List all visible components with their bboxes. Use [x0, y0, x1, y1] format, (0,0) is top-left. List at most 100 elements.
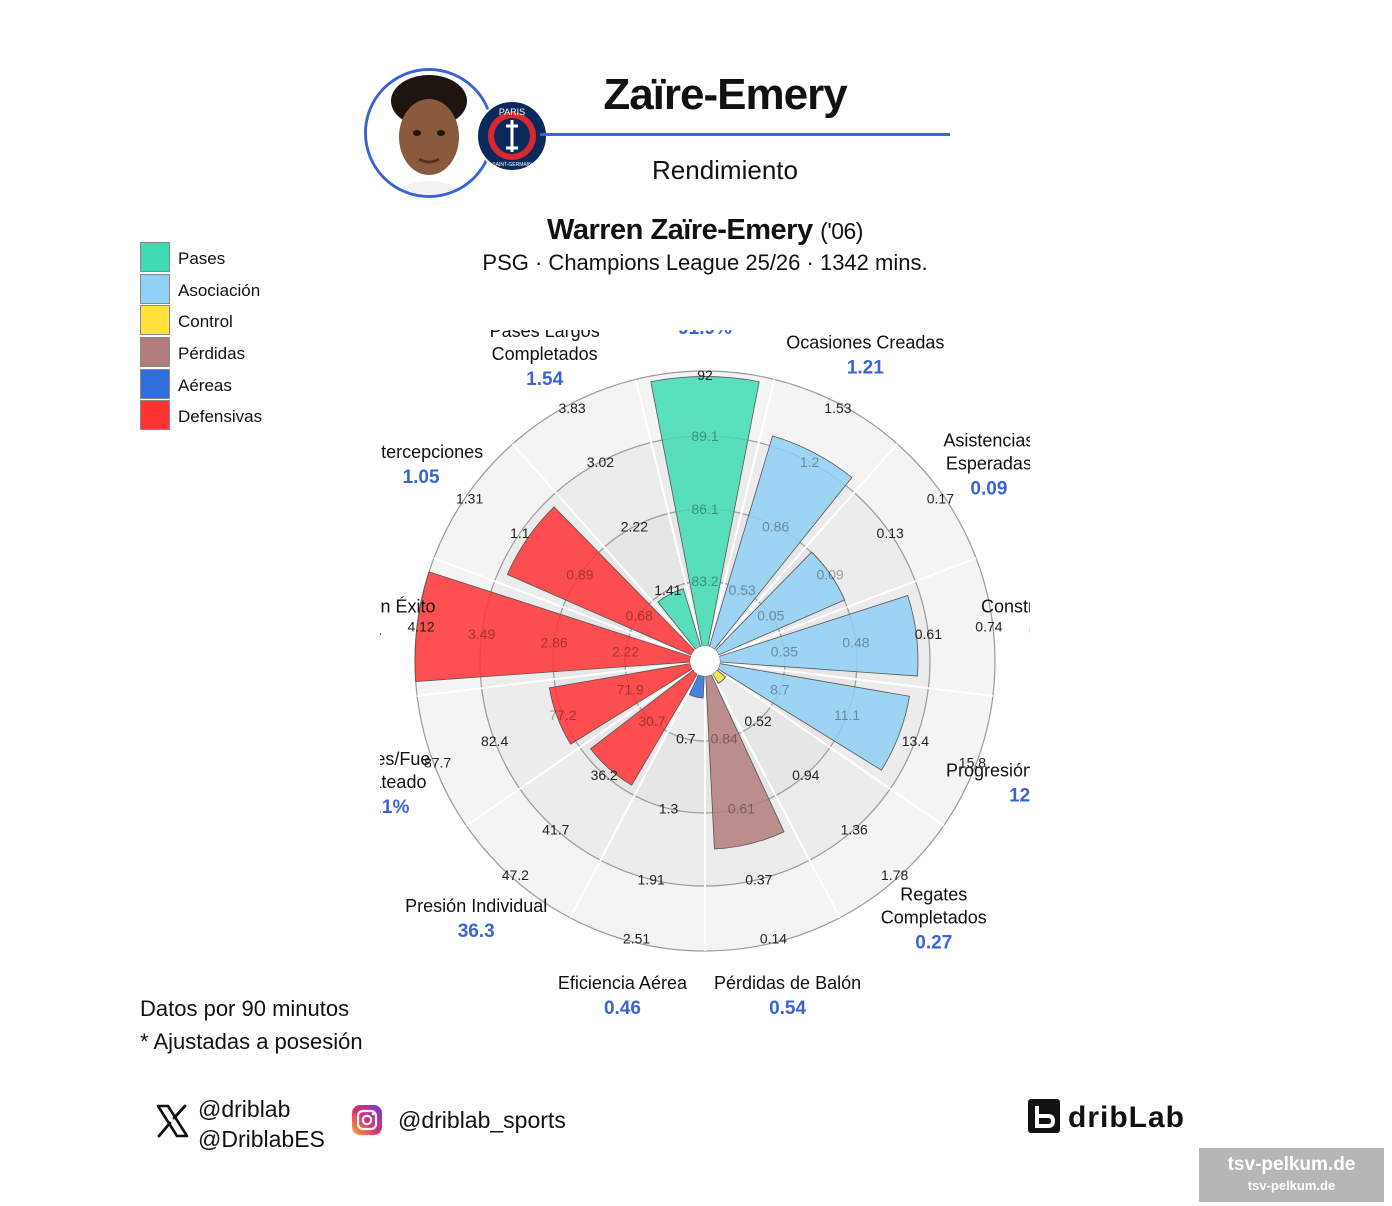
grid-spoke: [416, 661, 691, 697]
tick-label: 0.48: [842, 635, 869, 651]
grid-spoke: [716, 668, 945, 827]
tick-label: 30.7: [638, 713, 665, 729]
tick-label: 36.2: [591, 767, 618, 783]
category-label: Eficiencia Aérea: [558, 973, 688, 993]
legend-label: Pases: [178, 249, 226, 268]
grid-spoke: [718, 557, 977, 657]
tick-label: 0.61: [915, 626, 942, 642]
grid-spoke: [714, 443, 899, 651]
player-photo: [364, 68, 494, 198]
tick-label: 0.17: [927, 491, 954, 507]
player-face-icon: [367, 71, 491, 195]
legend-swatch: [140, 305, 170, 335]
club-logo: PARIS SAINT-GERMAIN: [476, 100, 548, 172]
tick-label: 15.8: [959, 754, 986, 770]
category-label: Regateado: [380, 772, 426, 792]
tick-label: 0.84: [711, 731, 738, 747]
tick-label: 1.1: [510, 525, 530, 541]
radar-bar: [708, 435, 853, 650]
tick-label: 77.2: [549, 707, 576, 723]
category-value: 12.9: [1009, 785, 1030, 806]
tick-label: 83.2: [691, 573, 718, 589]
full-name-text: Warren Zaïre-Emery: [547, 214, 813, 246]
category-value: 1.05: [403, 467, 440, 488]
tick-label: 0.09: [816, 567, 843, 583]
x-handle-secondary[interactable]: @DriblabES: [198, 1126, 325, 1152]
grid-spoke: [707, 379, 776, 647]
grid-spoke: [569, 673, 699, 919]
legend-swatch: [140, 369, 170, 399]
watermark-line-2: tsv-pelkum.de: [1247, 1178, 1336, 1193]
x-handle-primary[interactable]: @driblab: [198, 1096, 291, 1122]
tick-label: 86.1: [691, 501, 718, 517]
category-label: Regates: [900, 885, 967, 905]
birth-year: ('06): [820, 218, 863, 244]
tick-label: 1.78: [881, 867, 908, 883]
tick-label: 1.41: [654, 582, 681, 598]
category-value: 0.58: [1029, 621, 1030, 642]
legend-label: Aéreas: [178, 376, 232, 395]
tick-label: 89.1: [691, 428, 718, 444]
club-logo-subtext: SAINT-GERMAIN: [492, 162, 532, 168]
driblab-logo: dribLab: [1028, 1099, 1185, 1134]
category-value: 91.9%: [678, 330, 732, 339]
tick-label: 0.7: [676, 731, 696, 747]
legend-swatch: [140, 337, 170, 367]
x-twitter-icon: [156, 1104, 189, 1138]
tick-label: 2.22: [621, 518, 648, 534]
tick-label: 3.83: [558, 400, 585, 416]
tick-label: 47.2: [502, 867, 529, 883]
category-label: Progresión de Balón: [946, 760, 1030, 780]
instagram-icon: [352, 1105, 382, 1135]
category-value: 0.09: [970, 479, 1007, 500]
tick-label: 87.7: [424, 754, 451, 770]
legend-swatch: [140, 400, 170, 430]
legend-label: Pérdidas: [178, 344, 246, 363]
legend-label: Defensivas: [178, 407, 263, 426]
tick-label: 82.4: [481, 733, 508, 749]
instagram-handle[interactable]: @driblab_sports: [398, 1107, 566, 1133]
tick-label: 0.35: [771, 643, 798, 659]
tick-label: 0.94: [792, 767, 819, 783]
tick-label: 0.68: [626, 608, 653, 624]
tick-label: 0.89: [566, 567, 593, 583]
category-value: 77.1%: [380, 797, 409, 818]
tick-label: 8.7: [770, 681, 790, 697]
tick-label: 0.52: [744, 713, 771, 729]
category-label: Presión Individual: [405, 896, 547, 916]
tick-label: 0.14: [760, 931, 787, 947]
category-label: Tackles/Fue: [380, 749, 430, 769]
tick-label: 3.49: [468, 626, 495, 642]
tick-label: 0.86: [762, 518, 789, 534]
tick-label: 13.4: [902, 733, 929, 749]
tick-label: 0.13: [877, 525, 904, 541]
tick-label: 1.31: [456, 491, 483, 507]
category-value: 36.3: [458, 921, 495, 942]
category-label: Pérdidas de Balón: [714, 973, 861, 993]
radar-center: [690, 646, 720, 676]
footnote-per-90: Datos por 90 minutos: [140, 996, 350, 1021]
category-label: Asistencias: [943, 431, 1030, 451]
category-value: 0.46: [604, 998, 641, 1019]
radar-chart: 83.2 86.1 89.1 92 0.53 0.86 1.2 1.53 0.05 0.09 0.1…: [380, 330, 1030, 1019]
tick-label: 0.05: [757, 608, 784, 624]
legend-label: Control: [178, 312, 233, 331]
category-value: 5.14: [380, 621, 381, 642]
tick-label: 2.51: [623, 931, 650, 947]
grid-spoke: [719, 661, 994, 697]
brand-wordmark: dribLab: [1068, 1101, 1185, 1134]
tick-label: 0.53: [729, 582, 756, 598]
tick-label: 2.22: [612, 643, 639, 659]
grid-spoke: [465, 668, 694, 827]
watermark: tsv-pelkum.de tsv-pelkum.de: [1199, 1148, 1384, 1202]
tick-label: 92: [697, 367, 713, 383]
page-subtitle: Rendimiento: [652, 155, 798, 185]
tick-label: 0.37: [745, 871, 772, 887]
tick-label: 0.61: [728, 801, 755, 817]
category-label: Pases Largos: [490, 330, 600, 341]
category-value: 1.21: [847, 358, 884, 379]
category-label: Construcción xG: [981, 596, 1030, 616]
category-label: Ocasiones Creadas: [786, 333, 944, 353]
tick-label: 1.2: [800, 454, 820, 470]
grid-spoke: [511, 443, 696, 651]
